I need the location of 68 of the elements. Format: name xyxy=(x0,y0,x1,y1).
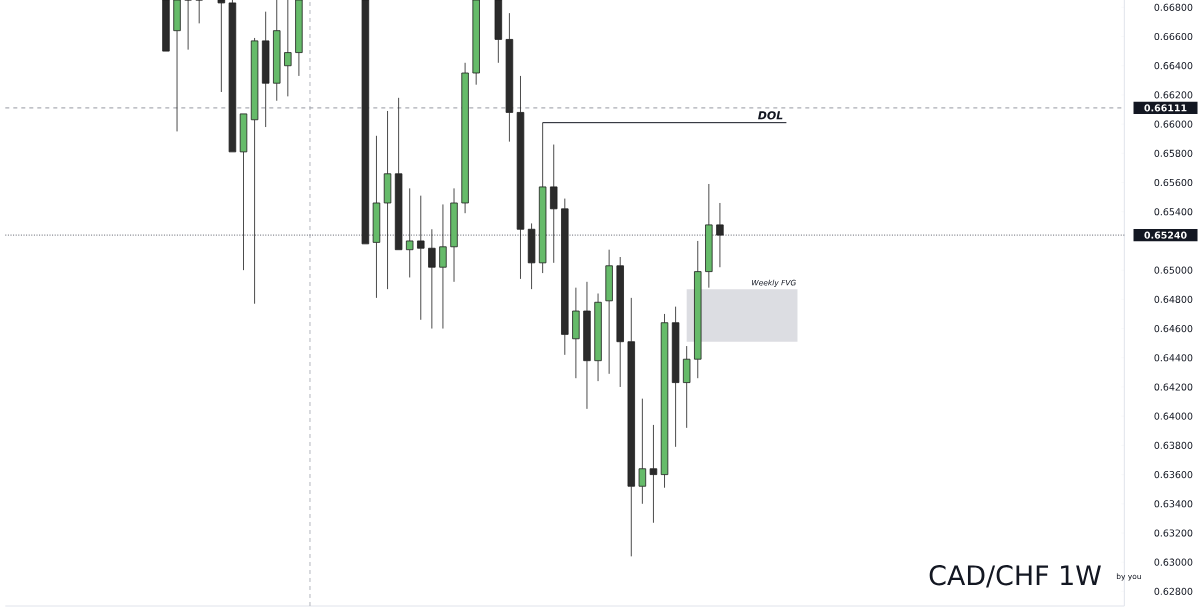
candlestick xyxy=(572,287,580,379)
y-tick-label: 0.64600 xyxy=(1154,324,1193,333)
candlestick xyxy=(583,281,591,410)
candlestick xyxy=(284,0,292,97)
candlestick xyxy=(173,0,181,132)
y-tick-label: 0.63200 xyxy=(1154,529,1193,537)
candlestick xyxy=(594,293,602,382)
candlestick xyxy=(405,187,414,278)
candlestick xyxy=(450,187,458,283)
y-tick-label: 0.63600 xyxy=(1154,470,1193,479)
candlestick xyxy=(417,195,425,321)
y-tick-label: 0.66400 xyxy=(1154,62,1193,70)
candlestick xyxy=(428,228,436,329)
candlestick xyxy=(439,204,447,329)
candlestick xyxy=(273,0,281,102)
candlestick xyxy=(461,62,469,214)
y-tick-label: 0.64200 xyxy=(1154,383,1193,391)
y-tick-label: 0.65400 xyxy=(1154,208,1193,216)
candlestick xyxy=(361,0,370,245)
candlestick xyxy=(472,0,480,86)
candlestick xyxy=(239,113,248,271)
candlestick xyxy=(217,0,226,93)
candlestick xyxy=(627,297,636,557)
y-tick-label: 0.65600 xyxy=(1154,178,1193,187)
y-tick-label: 0.63000 xyxy=(1154,558,1193,566)
candlestick xyxy=(295,0,303,77)
candlestick xyxy=(550,144,558,264)
y-tick-label: 0.63400 xyxy=(1154,500,1193,508)
y-tick-label: 0.64000 xyxy=(1154,412,1193,420)
candlestick xyxy=(561,198,569,356)
candlestick xyxy=(716,202,724,268)
candlestick xyxy=(682,345,691,429)
candlestick xyxy=(184,0,192,51)
candlestick xyxy=(505,12,514,143)
y-tick-label: 0.62800 xyxy=(1154,587,1193,595)
y-tick-label: 0.66200 xyxy=(1154,91,1193,99)
y-tick-label: 0.65000 xyxy=(1154,266,1193,274)
candlestick xyxy=(527,223,536,290)
candlestick xyxy=(162,0,170,52)
candlestick xyxy=(538,122,547,274)
y-tick-label: 0.66800 xyxy=(1154,3,1193,11)
candlestick xyxy=(228,0,237,153)
candlestick xyxy=(705,183,713,289)
candlestick xyxy=(383,110,392,290)
candlestick xyxy=(649,424,658,524)
y-tick-label: 0.66000 xyxy=(1154,120,1193,128)
candlestick xyxy=(694,240,702,379)
y-tick-label: 0.63800 xyxy=(1154,441,1193,449)
ref-line-label: DOL xyxy=(758,111,783,120)
candlestick xyxy=(516,75,525,280)
candlestick xyxy=(195,0,203,24)
y-tick-label: 0.64800 xyxy=(1154,295,1193,303)
candlestick xyxy=(494,0,503,64)
candlestick xyxy=(660,313,669,489)
candlestick xyxy=(671,306,680,448)
text: CAD/CHF 1W xyxy=(929,565,1101,588)
candlestick xyxy=(638,398,647,505)
candlestick xyxy=(250,37,259,305)
candlestick xyxy=(394,97,403,251)
candlestick xyxy=(372,135,381,299)
y-tick-label: 0.65800 xyxy=(1154,149,1193,157)
candlestick xyxy=(616,256,624,388)
candlestick xyxy=(261,11,270,128)
y-tick-label: 0.64400 xyxy=(1154,354,1193,362)
y-tick-label: 0.66600 xyxy=(1154,32,1193,41)
ref-line-label: 0.66111 xyxy=(1144,104,1187,112)
candlestick xyxy=(605,249,613,375)
ref-line-label: 0.65240 xyxy=(1144,231,1187,239)
